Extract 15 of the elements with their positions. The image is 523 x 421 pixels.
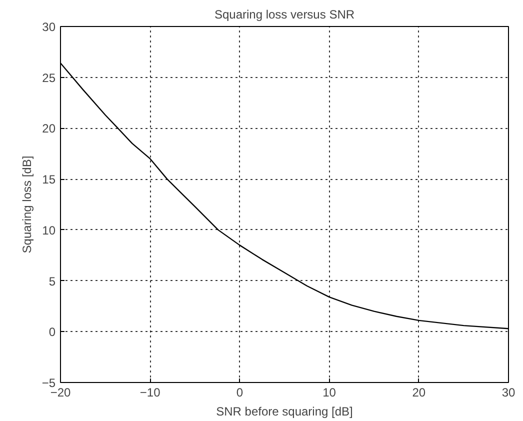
y-tick-label: 10 [42, 223, 56, 238]
y-tick-label: 15 [42, 172, 56, 187]
x-tick-label: −10 [140, 386, 161, 400]
y-tick-label: 25 [42, 70, 56, 85]
x-axis-title: SNR before squaring [dB] [216, 404, 353, 418]
x-tick-label: 10 [322, 386, 336, 400]
y-axis-title: Squaring loss [dB] [20, 156, 34, 254]
y-tick-label: 30 [42, 20, 56, 34]
x-tick-label: 0 [236, 386, 244, 400]
x-tick-label: 30 [502, 386, 516, 400]
y-tick-label: 0 [48, 325, 56, 340]
y-tick-label: 20 [42, 122, 56, 136]
x-tick-label: 20 [412, 386, 426, 400]
y-tick-label: 5 [48, 274, 56, 288]
chart-title: Squaring loss versus SNR [214, 8, 355, 22]
